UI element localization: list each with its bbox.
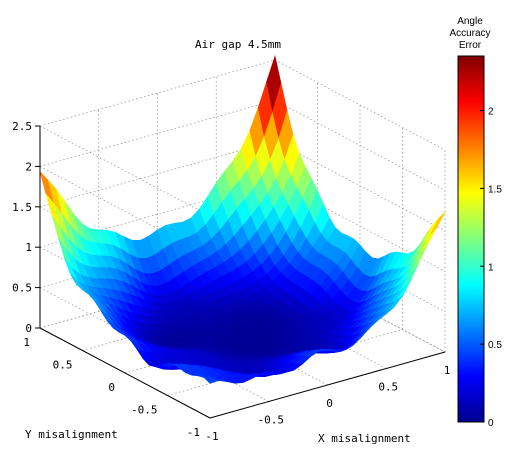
x-axis-label: X misalignment: [318, 432, 411, 445]
surface-patch: [430, 211, 446, 235]
x-tick-label: -0.5: [258, 414, 285, 427]
colorbar-tick-label: 1.5: [488, 184, 502, 195]
x-tick-label: 1: [444, 364, 451, 377]
colorbar-title-line-2: Accuracy: [449, 28, 490, 39]
grid-line: [39, 59, 276, 127]
z-tick-label: 2.5: [12, 120, 32, 133]
z-tick-label: 0.5: [12, 282, 32, 295]
chart-title: Air gap 4.5mm: [195, 38, 281, 51]
grid-line: [39, 125, 211, 217]
y-axis-line: [39, 327, 211, 419]
colorbar-tick-label: 0.5: [488, 340, 502, 351]
grid-line: [39, 261, 276, 329]
x-axis-line: [209, 351, 446, 419]
y-tick-label: 1: [23, 336, 30, 349]
x-tick-label: 0.5: [378, 381, 398, 394]
grid-line: [82, 284, 318, 351]
colorbar-tick-label: 0: [488, 418, 494, 429]
grid-line: [274, 59, 446, 151]
y-tick-label: 0.5: [53, 359, 73, 372]
grid-line: [274, 100, 446, 191]
x-tick-label: -1: [205, 430, 218, 443]
y-tick-label: -0.5: [131, 404, 158, 417]
z-tick-label: 0: [25, 322, 32, 335]
grid-line: [167, 329, 403, 396]
colorbar-gradient: [457, 55, 485, 423]
colorbar-title-line-3: Error: [459, 40, 482, 51]
y-tick-label: -1: [187, 426, 200, 439]
y-axis-label: Y misalignment: [25, 428, 118, 441]
colorbar-title-line-1: Angle: [457, 16, 483, 27]
tick-labels: 0 0.5 1 1.5 2 2.5 -1 -0.5 0 0.5 1 -1 -0.5 0 0.5 1: [12, 120, 450, 443]
y-tick-label: 0: [108, 381, 115, 394]
axes: [39, 126, 446, 419]
colorbar-tick-label: 2: [488, 107, 494, 118]
z-tick-label: 1: [25, 241, 32, 254]
z-tick-label: 2: [25, 160, 32, 173]
z-tick-label: 1.5: [12, 201, 32, 214]
surface-plot: [39, 54, 446, 384]
colorbar-ticks: 0 0.5 1 1.5 2: [480, 107, 502, 429]
grid-line: [39, 140, 276, 208]
x-tick-label: 0: [326, 397, 333, 410]
colorbar-tick-label: 1: [488, 262, 494, 273]
grid-line: [39, 100, 276, 167]
colorbar: Angle Accuracy Error 0 0.5 1 1.5 2: [449, 16, 502, 429]
